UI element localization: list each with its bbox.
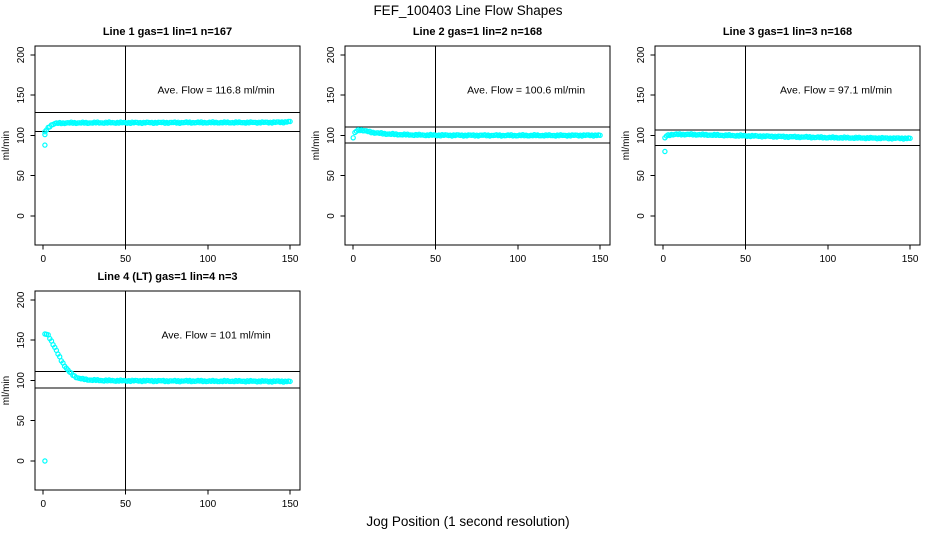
y-axis-ticks: 0 50 100 150 200 <box>636 46 655 219</box>
svg-text:150: 150 <box>902 254 919 265</box>
svg-text:0: 0 <box>350 254 356 265</box>
panel-title: Line 2 gas=1 lin=2 n=168 <box>412 26 543 38</box>
scatter-plot: 0 50 100 150 0 50 100 150 200 ml/min Ave. Flow = 1… <box>1 45 301 265</box>
y-axis-title: ml/min <box>311 131 322 160</box>
ave-flow-annotation: Ave. Flow = 116.8 ml/min <box>157 85 274 97</box>
svg-text:150: 150 <box>636 86 647 103</box>
scatter-plot: 0 50 100 150 0 50 100 150 200 ml/min Ave. Flow = 1… <box>311 45 611 265</box>
svg-text:150: 150 <box>282 499 299 510</box>
scatter-plot: 0 50 100 150 0 50 100 150 200 ml/min Ave. Flow = 9… <box>621 45 921 265</box>
data-points <box>350 127 603 141</box>
tolerance-lines <box>655 129 920 147</box>
svg-text:0: 0 <box>660 254 666 265</box>
svg-text:0: 0 <box>16 213 27 219</box>
x-axis-ticks: 0 50 100 150 <box>350 245 609 265</box>
svg-text:200: 200 <box>326 46 337 63</box>
ave-flow-annotation: Ave. Flow = 97.1 ml/min <box>780 85 892 97</box>
svg-text:0: 0 <box>636 213 647 219</box>
svg-text:100: 100 <box>16 372 27 389</box>
svg-text:150: 150 <box>16 86 27 103</box>
page-title: FEF_100403 Line Flow Shapes <box>373 3 563 18</box>
panel-line-4: Line 4 (LT) gas=1 lin=4 n=3 0 50 100 150 0 50… <box>0 271 312 516</box>
scatter-plot: 0 50 100 150 0 50 100 150 200 ml/min Ave. Flow = 1… <box>1 290 301 510</box>
plot-box <box>34 290 301 491</box>
svg-text:50: 50 <box>16 170 27 182</box>
y-axis-title: ml/min <box>1 376 12 405</box>
panel-line-3: Line 3 gas=1 lin=3 n=168 0 50 100 150 0 50 100… <box>620 26 932 271</box>
tolerance-lines <box>35 111 300 132</box>
x-axis-ticks: 0 50 100 150 <box>40 490 299 510</box>
x-axis-ticks: 0 50 100 150 <box>40 245 299 265</box>
svg-text:150: 150 <box>16 331 27 348</box>
x-axis-ticks: 0 50 100 150 <box>660 245 919 265</box>
svg-text:150: 150 <box>326 86 337 103</box>
plot-box <box>34 45 301 246</box>
tolerance-lines <box>35 370 300 389</box>
svg-text:100: 100 <box>819 254 836 265</box>
svg-text:200: 200 <box>16 46 27 63</box>
svg-text:50: 50 <box>636 170 647 182</box>
y-axis-ticks: 0 50 100 150 200 <box>326 46 345 219</box>
ave-flow-annotation: Ave. Flow = 101 ml/min <box>161 330 270 342</box>
y-axis-title: ml/min <box>1 131 12 160</box>
svg-text:50: 50 <box>16 415 27 427</box>
panel-title: Line 3 gas=1 lin=3 n=168 <box>722 26 853 38</box>
svg-text:0: 0 <box>40 499 46 510</box>
y-axis-title: ml/min <box>621 131 632 160</box>
svg-text:0: 0 <box>16 458 27 464</box>
y-axis-ticks: 0 50 100 150 200 <box>16 46 35 219</box>
svg-text:100: 100 <box>199 254 216 265</box>
panel-line-2: Line 2 gas=1 lin=2 n=168 0 50 100 150 0 50 100… <box>310 26 622 271</box>
panel-line-1: Line 1 gas=1 lin=1 n=167 0 50 100 150 0 50 100… <box>0 26 312 271</box>
svg-text:100: 100 <box>16 127 27 144</box>
svg-text:50: 50 <box>430 254 442 265</box>
tolerance-lines <box>345 126 610 144</box>
svg-text:100: 100 <box>326 127 337 144</box>
svg-text:100: 100 <box>509 254 526 265</box>
svg-text:150: 150 <box>282 254 299 265</box>
panel-title: Line 1 gas=1 lin=1 n=167 <box>102 26 233 38</box>
data-points <box>42 331 293 464</box>
svg-text:0: 0 <box>326 213 337 219</box>
svg-text:200: 200 <box>16 291 27 308</box>
svg-text:50: 50 <box>120 254 132 265</box>
svg-text:50: 50 <box>326 170 337 182</box>
svg-text:50: 50 <box>120 499 132 510</box>
svg-text:150: 150 <box>592 254 609 265</box>
svg-text:100: 100 <box>199 499 216 510</box>
y-axis-ticks: 0 50 100 150 200 <box>16 291 35 464</box>
svg-text:100: 100 <box>636 127 647 144</box>
ave-flow-annotation: Ave. Flow = 100.6 ml/min <box>467 85 585 97</box>
data-points <box>662 131 913 155</box>
svg-text:0: 0 <box>40 254 46 265</box>
svg-text:200: 200 <box>636 46 647 63</box>
panel-title: Line 4 (LT) gas=1 lin=4 n=3 <box>97 271 238 283</box>
x-axis-label: Jog Position (1 second resolution) <box>366 514 570 529</box>
plot-box <box>344 45 611 246</box>
data-points <box>42 118 293 148</box>
svg-text:50: 50 <box>740 254 752 265</box>
